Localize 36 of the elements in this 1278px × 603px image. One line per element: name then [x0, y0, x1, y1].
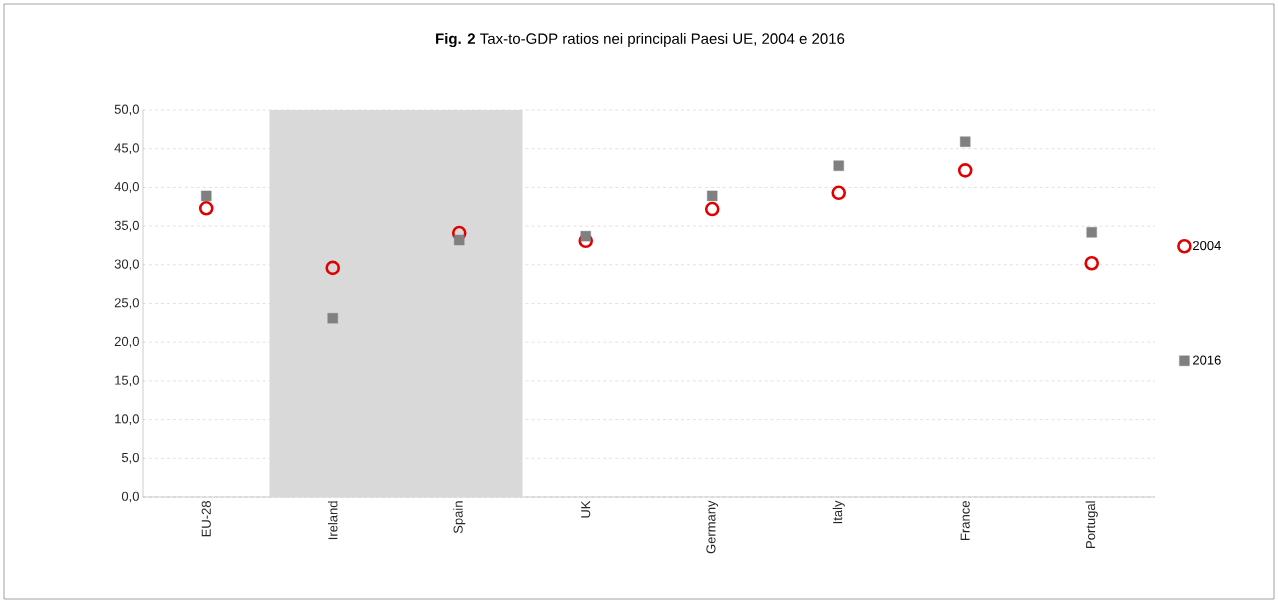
point: [201, 190, 212, 202]
point: [831, 185, 847, 201]
point: [327, 313, 338, 324]
x-tick-label: Germany: [706, 500, 719, 554]
point: [1086, 227, 1097, 238]
y-tick-label: 40,0: [114, 182, 139, 193]
x-tick-label: EU-28: [201, 501, 211, 537]
point: [1084, 255, 1100, 271]
y-tick-label: 50,0: [114, 104, 139, 116]
point: [580, 230, 591, 242]
x-tick-label: Spain: [453, 501, 466, 534]
point: [704, 201, 720, 217]
x-tick-label: Italy: [832, 500, 845, 524]
point: [325, 260, 341, 276]
y-tick-label: 30,0: [114, 259, 139, 271]
y-tick-label: 15,0: [115, 375, 139, 387]
y-tick-label: 5,0: [121, 452, 139, 464]
point: [198, 200, 214, 216]
x-tick-label: Ireland: [327, 501, 338, 540]
y-tick-label: 20,0: [114, 336, 139, 348]
y-tick-label: 45,0: [114, 143, 139, 155]
x-tick-label: France: [960, 501, 970, 540]
point: [454, 234, 465, 246]
y-tick-label: 0,0: [121, 491, 139, 503]
point: [960, 136, 971, 147]
x-tick-label: UK: [581, 500, 591, 518]
legend-label: 2016: [1193, 355, 1221, 365]
point: [833, 160, 844, 171]
y-tick-label: 10,0: [115, 414, 139, 425]
chart-title: Fig. 2 Tax-to-GDP ratios nei principali Paesi UE, 2004 e 2016: [436, 32, 845, 48]
y-tick-label: 25,0: [114, 298, 139, 309]
y-tick-label: 35,0: [114, 220, 139, 232]
legend-label: 2004: [1193, 240, 1221, 251]
point: [957, 163, 973, 178]
point: [707, 190, 718, 202]
x-tick-label: Portugal: [1085, 501, 1098, 548]
